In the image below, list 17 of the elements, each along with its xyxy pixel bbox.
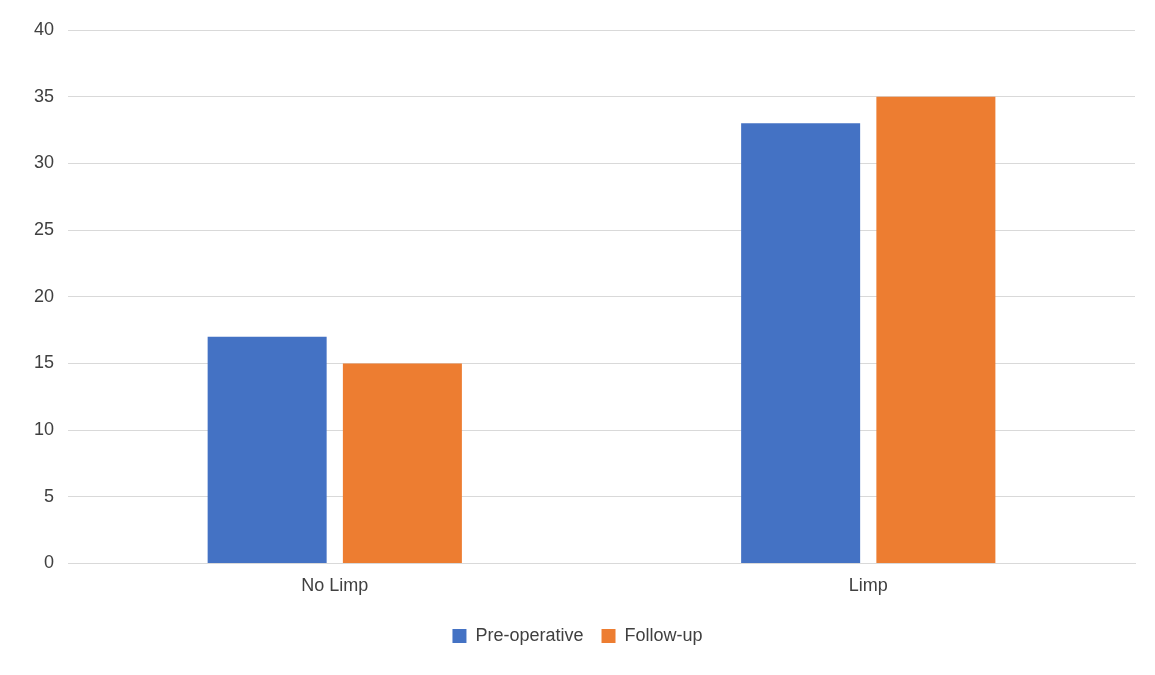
x-tick-label: Limp	[848, 575, 888, 596]
bar	[741, 123, 861, 563]
bar	[342, 363, 462, 563]
y-tick-label: 20	[33, 285, 55, 306]
y-tick-label: 35	[33, 85, 55, 106]
y-tick-label: 40	[33, 18, 55, 39]
bar	[876, 96, 996, 563]
legend-label: Follow-up	[624, 624, 703, 645]
y-tick-label: 5	[44, 485, 55, 506]
y-tick-label: 0	[44, 552, 55, 573]
x-tick-label: No Limp	[301, 575, 369, 596]
y-tick-label: 15	[33, 352, 55, 373]
y-tick-label: 10	[33, 419, 55, 440]
y-tick-label: 25	[33, 218, 55, 239]
y-tick-label: 30	[33, 152, 55, 173]
legend-label: Pre-operative	[475, 624, 584, 645]
bar	[207, 336, 327, 563]
